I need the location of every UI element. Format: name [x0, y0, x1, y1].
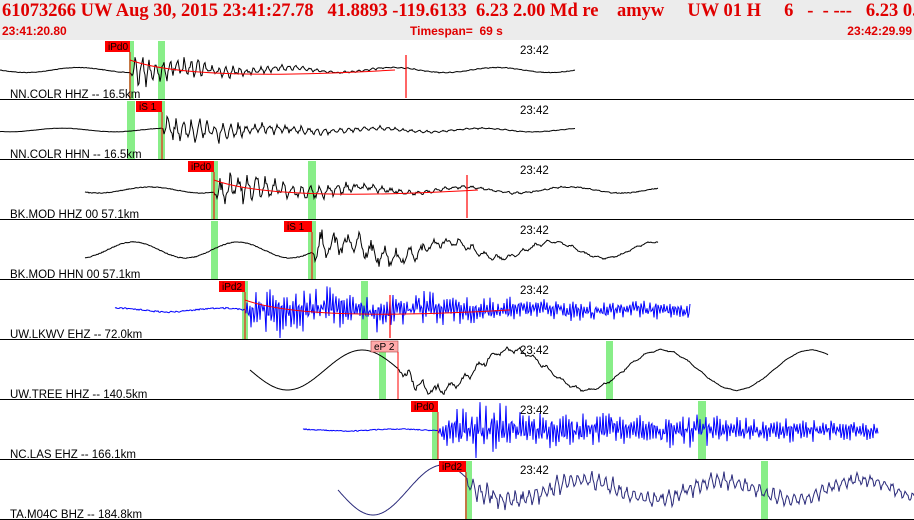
event-header: 61073266 UW Aug 30, 2015 23:41:27.78 41.… [0, 0, 914, 40]
phase-pick-label: iPd0 [414, 402, 434, 413]
phase-pick-flag[interactable] [105, 41, 130, 52]
station-channel-label: NC.LAS EHZ -- 166.1km [10, 449, 136, 461]
minute-time-label: 23:42 [520, 105, 549, 117]
phase-pick-label: iPd2 [442, 462, 462, 473]
seismogram-waveform [84, 229, 659, 267]
analysis-window-marker [606, 341, 613, 399]
theoretical-envelope [129, 59, 396, 75]
phase-pick-flag[interactable] [219, 281, 245, 292]
seismogram-waveform [302, 402, 879, 459]
phase-pick-label: iPd0 [191, 162, 211, 173]
minute-time-label: 23:42 [520, 165, 549, 177]
analysis-window-marker [465, 461, 472, 519]
analysis-window-marker [379, 341, 386, 399]
station-channel-label: BK.MOD HHZ 00 57.1km [10, 209, 139, 221]
phase-pick-label: iPd0 [108, 42, 128, 53]
minute-time-label: 23:42 [520, 405, 549, 417]
phase-pick-flag[interactable] [411, 401, 438, 412]
station-channel-label: UW.LKWV EHZ -- 72.0km [10, 329, 142, 341]
seismogram-waveform [84, 172, 659, 205]
station-channel-label: NN.COLR HHZ -- 16.5km [10, 89, 140, 101]
seismogram-waveform [249, 346, 829, 395]
station-channel-label: UW.TREE HHZ -- 140.5km [10, 389, 147, 401]
minute-time-label: 23:42 [520, 225, 549, 237]
theoretical-envelope [213, 179, 479, 195]
phase-pick-label: iS 1 [287, 222, 305, 233]
theoretical-envelope [244, 299, 511, 315]
phase-pick-flag[interactable] [284, 221, 312, 232]
phase-pick-label: iPd2 [222, 282, 242, 293]
event-summary-title: 61073266 UW Aug 30, 2015 23:41:27.78 41.… [2, 1, 914, 21]
trace-row[interactable]: iS 1 23:42 NN.COLR HHN -- 16.5km [0, 101, 914, 161]
seismogram-waveform [337, 464, 914, 516]
analysis-window-marker [211, 221, 218, 279]
station-channel-label: BK.MOD HHN 00 57.1km [10, 269, 140, 281]
minute-time-label: 23:42 [520, 45, 549, 57]
phase-pick-label: eP 2 [374, 342, 395, 353]
timespan-readout: Timespan= 69 s [410, 24, 503, 38]
trace-row[interactable]: iPd0 23:42 NC.LAS EHZ -- 166.1km [0, 401, 914, 461]
phase-pick-flag[interactable] [370, 340, 399, 353]
window-start-time: 23:41:20.80 [2, 24, 67, 38]
phase-pick-flag[interactable] [188, 161, 214, 172]
analysis-window-marker [129, 41, 134, 99]
trace-row[interactable]: iPd2 23:42 TA.M04C BHZ -- 184.8km [0, 461, 914, 520]
analysis-window-marker [127, 101, 135, 159]
seismogram-waveform [0, 57, 576, 88]
trace-row[interactable]: iS 1 23:42 BK.MOD HHN 00 57.1km [0, 221, 914, 281]
trace-row[interactable]: iPd2 23:42 UW.LKWV EHZ -- 72.0km [0, 281, 914, 341]
phase-pick-label: iS 1 [139, 102, 157, 113]
minute-time-label: 23:42 [520, 465, 549, 477]
seismogram-waveform [0, 114, 576, 144]
trace-row[interactable]: eP 2 23:42 UW.TREE HHZ -- 140.5km [0, 340, 914, 401]
minute-time-label: 23:42 [520, 285, 549, 297]
window-end-time: 23:42:29.99 [847, 24, 912, 38]
phase-pick-flag[interactable] [439, 461, 466, 472]
minute-time-label: 23:42 [520, 345, 549, 357]
analysis-window-marker [761, 461, 768, 519]
trace-row[interactable]: iPd0 23:42 BK.MOD HHZ 00 57.1km [0, 161, 914, 221]
seismogram-waveform [114, 286, 691, 339]
phase-pick-flag[interactable] [136, 101, 162, 112]
trace-row[interactable]: iPd0 23:42 NN.COLR HHZ -- 16.5km [0, 41, 914, 101]
station-channel-label: NN.COLR HHN -- 16.5km [10, 149, 142, 161]
station-channel-label: TA.M04C BHZ -- 184.8km [10, 509, 142, 520]
